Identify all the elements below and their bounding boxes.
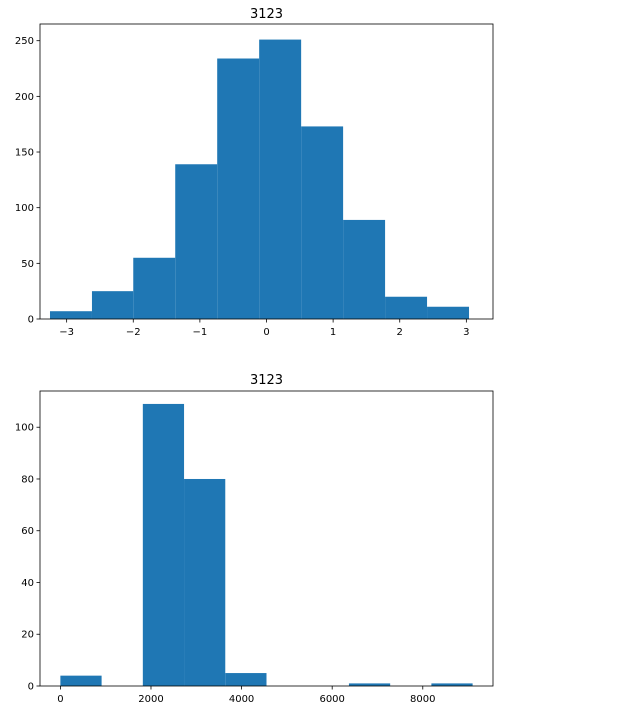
y-tick-label: 40 (21, 578, 34, 589)
histogram-bar (427, 306, 470, 319)
y-tick-label: 80 (21, 474, 34, 485)
histogram-bar (431, 683, 473, 686)
y-tick-label: 250 (15, 36, 34, 47)
x-tick-label: −1 (193, 327, 208, 338)
histogram-bars (60, 403, 473, 686)
y-tick-label: 50 (21, 259, 34, 270)
histogram-bar (60, 675, 102, 686)
chart-title: 3123 (250, 373, 283, 388)
histogram-bar (184, 478, 226, 686)
y-axis: 0 50 100 150 200 250 (15, 36, 40, 326)
chart-title: 3123 (250, 7, 283, 22)
histogram-bar (301, 126, 344, 319)
x-tick-label: 3 (463, 327, 469, 338)
x-tick-label: 2 (397, 327, 403, 338)
y-tick-label: 100 (15, 423, 34, 434)
histogram-bar (217, 58, 260, 319)
histogram-bar (133, 257, 176, 319)
plot-frame (39, 390, 494, 687)
y-tick-label: 0 (28, 682, 34, 693)
y-tick-label: 20 (21, 630, 34, 641)
histogram-bar (385, 296, 428, 319)
histogram-bar (49, 311, 92, 319)
histogram-bar (175, 164, 218, 319)
x-tick-label: −3 (59, 327, 74, 338)
y-axis: 0 20 40 60 80 100 (15, 423, 40, 693)
x-tick-label: 8000 (410, 694, 435, 705)
x-tick-label: 6000 (319, 694, 344, 705)
y-tick-label: 150 (15, 148, 34, 159)
plot-frame (39, 23, 494, 320)
histogram-bar (259, 39, 302, 319)
histogram-bar (142, 403, 185, 686)
histogram-chart-top: 3123 0 50 100 150 200 250 −3 −2 −1 0 1 2 3 (15, 7, 494, 338)
histogram-bar (225, 673, 267, 686)
x-tick-label: 2000 (138, 694, 163, 705)
x-tick-label: −2 (126, 327, 141, 338)
x-axis: 0 2000 4000 6000 8000 (57, 686, 436, 705)
y-tick-label: 200 (15, 92, 34, 103)
y-tick-label: 0 (28, 315, 34, 326)
histogram-bars (49, 39, 470, 319)
histogram-chart-bottom: 3123 0 20 40 60 80 100 0 2000 4000 6000 8000 (15, 373, 494, 705)
y-tick-label: 100 (15, 203, 34, 214)
x-tick-label: 4000 (229, 694, 254, 705)
histogram-bar (343, 219, 386, 319)
histogram-bar (348, 683, 391, 686)
x-tick-label: 0 (57, 694, 63, 705)
y-tick-label: 60 (21, 526, 34, 537)
x-tick-label: 1 (330, 327, 336, 338)
x-tick-label: 0 (263, 327, 269, 338)
x-axis: −3 −2 −1 0 1 2 3 (59, 319, 470, 338)
histogram-bar (91, 291, 134, 319)
